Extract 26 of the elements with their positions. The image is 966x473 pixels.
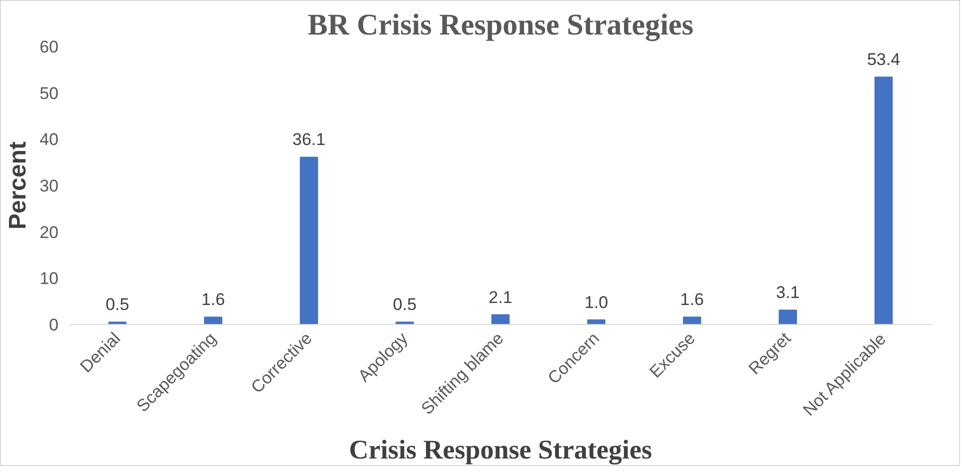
data-label: 1.6 — [680, 290, 704, 310]
y-tick-label: 50 — [40, 84, 59, 103]
y-axis-title: Percent — [4, 141, 32, 230]
y-tick-label: 0 — [49, 316, 59, 334]
chart-title: BR Crisis Response Strategies — [308, 8, 694, 42]
data-label: 3.1 — [776, 283, 800, 302]
data-label: 0.5 — [106, 295, 130, 314]
bar — [300, 156, 318, 324]
data-label: 36.1 — [292, 130, 326, 150]
y-tick-label: 40 — [40, 130, 59, 150]
bar — [778, 310, 797, 324]
data-label: 1.6 — [201, 290, 225, 310]
data-label: 0.5 — [392, 295, 417, 314]
data-label: 53.4 — [867, 50, 900, 70]
bar — [491, 314, 510, 324]
y-tick-label: 30 — [40, 176, 59, 196]
y-tick-label: 10 — [40, 269, 59, 288]
bar — [874, 76, 893, 324]
bar — [682, 316, 702, 324]
data-label: 1.0 — [584, 292, 608, 312]
x-axis-title: Crisis Response Strategies — [349, 434, 652, 464]
data-label: 2.1 — [488, 288, 512, 307]
bar — [396, 322, 414, 324]
y-tick-label: 20 — [40, 222, 59, 242]
bar — [204, 316, 222, 324]
y-tick-label: 60 — [40, 38, 59, 56]
